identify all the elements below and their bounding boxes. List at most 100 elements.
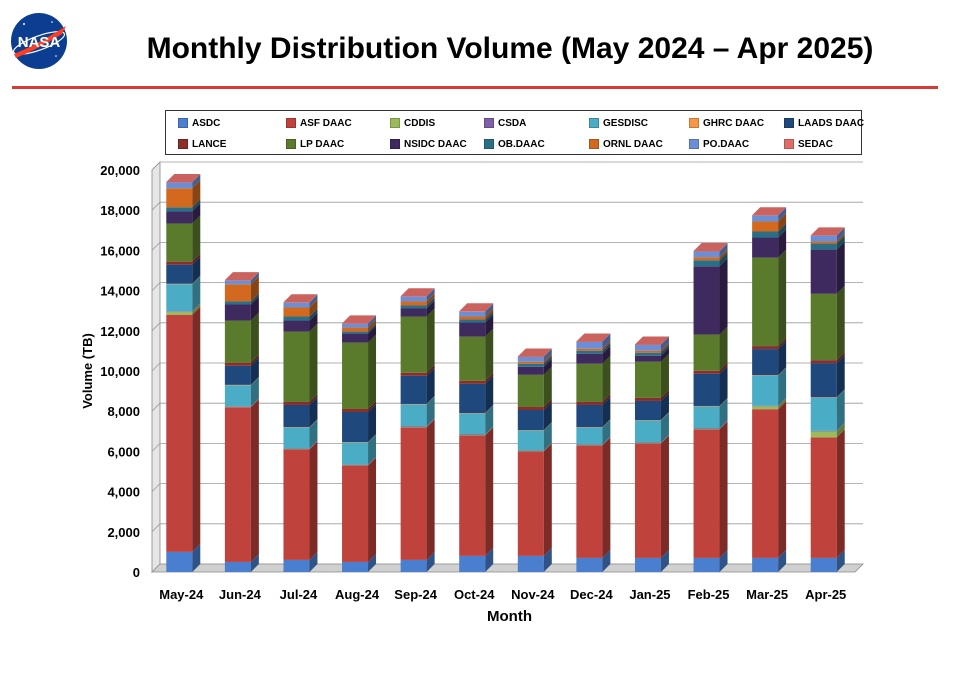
bar-segment-side [309, 308, 318, 321]
bar-segment-side [602, 549, 611, 572]
bar-segment-side [602, 436, 611, 445]
bar-segment-side [836, 227, 845, 242]
legend-label: CSDA [498, 117, 527, 129]
bar-segment-side [485, 405, 494, 435]
bar-segment [810, 437, 837, 558]
bar-segment-side [309, 419, 318, 449]
bar-segment [576, 427, 603, 445]
bar-segment [400, 296, 427, 297]
bar-segment-side [250, 357, 259, 385]
bar-segment [342, 323, 369, 324]
bar-segment [752, 405, 779, 407]
bar-segment [459, 311, 486, 312]
bar-segment-side [426, 367, 435, 404]
bar-segment-side [660, 344, 669, 356]
x-tick-label: Jun-24 [219, 587, 262, 602]
bar-segment-side [426, 308, 435, 373]
bar-top [693, 243, 728, 252]
bar-segment [283, 427, 310, 449]
bar-segment-side [368, 434, 377, 443]
legend-label: SEDAC [798, 138, 834, 150]
bar-segment [400, 403, 427, 405]
bar-segment-side [543, 422, 552, 451]
bar-segment [400, 426, 427, 428]
bar-segment [166, 311, 193, 312]
bar-segment-side [368, 323, 377, 334]
legend-swatch [689, 118, 699, 128]
bar-segment [166, 314, 193, 552]
bar-segment-side [836, 352, 845, 364]
y-tick-label: 0 [133, 565, 140, 580]
bar-segment [400, 316, 427, 373]
y-tick-label: 14,000 [100, 284, 140, 299]
bar-segment [752, 375, 779, 376]
x-tick-label: Oct-24 [454, 587, 495, 602]
bar-segment-side [602, 340, 611, 351]
bar-segment [224, 406, 251, 407]
y-tick-label: 18,000 [100, 203, 140, 218]
bar-segment [576, 445, 603, 558]
bar-segment-side [192, 174, 201, 189]
bar-segment [634, 350, 661, 353]
bar-segment-side [543, 401, 552, 431]
bar-segment [693, 260, 720, 267]
bar-segment [752, 221, 779, 232]
bar-segment-side [426, 396, 435, 427]
bar-segment [224, 284, 251, 302]
bar-segment [693, 429, 720, 558]
legend-label: ASF DAAC [300, 117, 352, 129]
bar-segment [634, 344, 661, 351]
bar-segment-side [543, 442, 552, 452]
bar-segment-side [250, 398, 259, 407]
bar-segment [634, 442, 661, 444]
bar-segment-side [426, 293, 435, 306]
legend-item: SEDAC [784, 137, 833, 151]
bar-segment [752, 257, 779, 347]
bar-segment-side [836, 285, 845, 361]
legend-item: NSIDC DAAC [390, 137, 467, 151]
bar-segment-side [778, 397, 787, 407]
bar-segment-side [543, 348, 552, 362]
bar-segment [576, 341, 603, 342]
bar-segment-side [485, 427, 494, 556]
legend-item: GESDISC [589, 116, 648, 130]
bar-segment [752, 406, 779, 410]
legend-item: LANCE [178, 137, 226, 151]
bar-segment [342, 465, 369, 466]
bar-segment-side [426, 418, 435, 428]
x-tick-label: Apr-25 [805, 587, 846, 602]
bar-segment [752, 375, 779, 406]
bar-segment-side [250, 312, 259, 363]
bar-segment-side [836, 429, 845, 558]
bar-segment [224, 407, 251, 562]
bar-segment [459, 434, 486, 436]
bar-top [576, 333, 611, 342]
bar-top [752, 207, 787, 216]
gridline [151, 282, 863, 291]
bar-segment-side [192, 303, 201, 312]
bar-segment-side [719, 326, 728, 371]
bar-segment [400, 427, 427, 560]
bar-segment [576, 427, 603, 428]
bar-segment-side [309, 396, 318, 428]
bar-segment-side [250, 276, 259, 302]
gridline [151, 563, 863, 573]
bar-segment-side [192, 180, 201, 208]
bar-segment-side [543, 398, 552, 410]
x-tick-label: Sep-24 [394, 587, 437, 602]
bar-segment [752, 215, 779, 222]
legend-swatch [286, 118, 296, 128]
bar-segment-side [192, 215, 201, 262]
bar-segment [224, 362, 251, 366]
bar-segment [342, 561, 369, 572]
bar-segment-side [719, 420, 728, 430]
bar-segment [693, 406, 720, 429]
x-tick-label: Dec-24 [570, 587, 613, 602]
bar-segment-side [778, 207, 787, 216]
bar-segment [517, 450, 544, 452]
bar-segment-side [250, 376, 259, 386]
gridline [151, 241, 863, 251]
bar-segment [810, 241, 837, 244]
bar-segment [517, 406, 544, 410]
bar-segment [166, 311, 193, 315]
